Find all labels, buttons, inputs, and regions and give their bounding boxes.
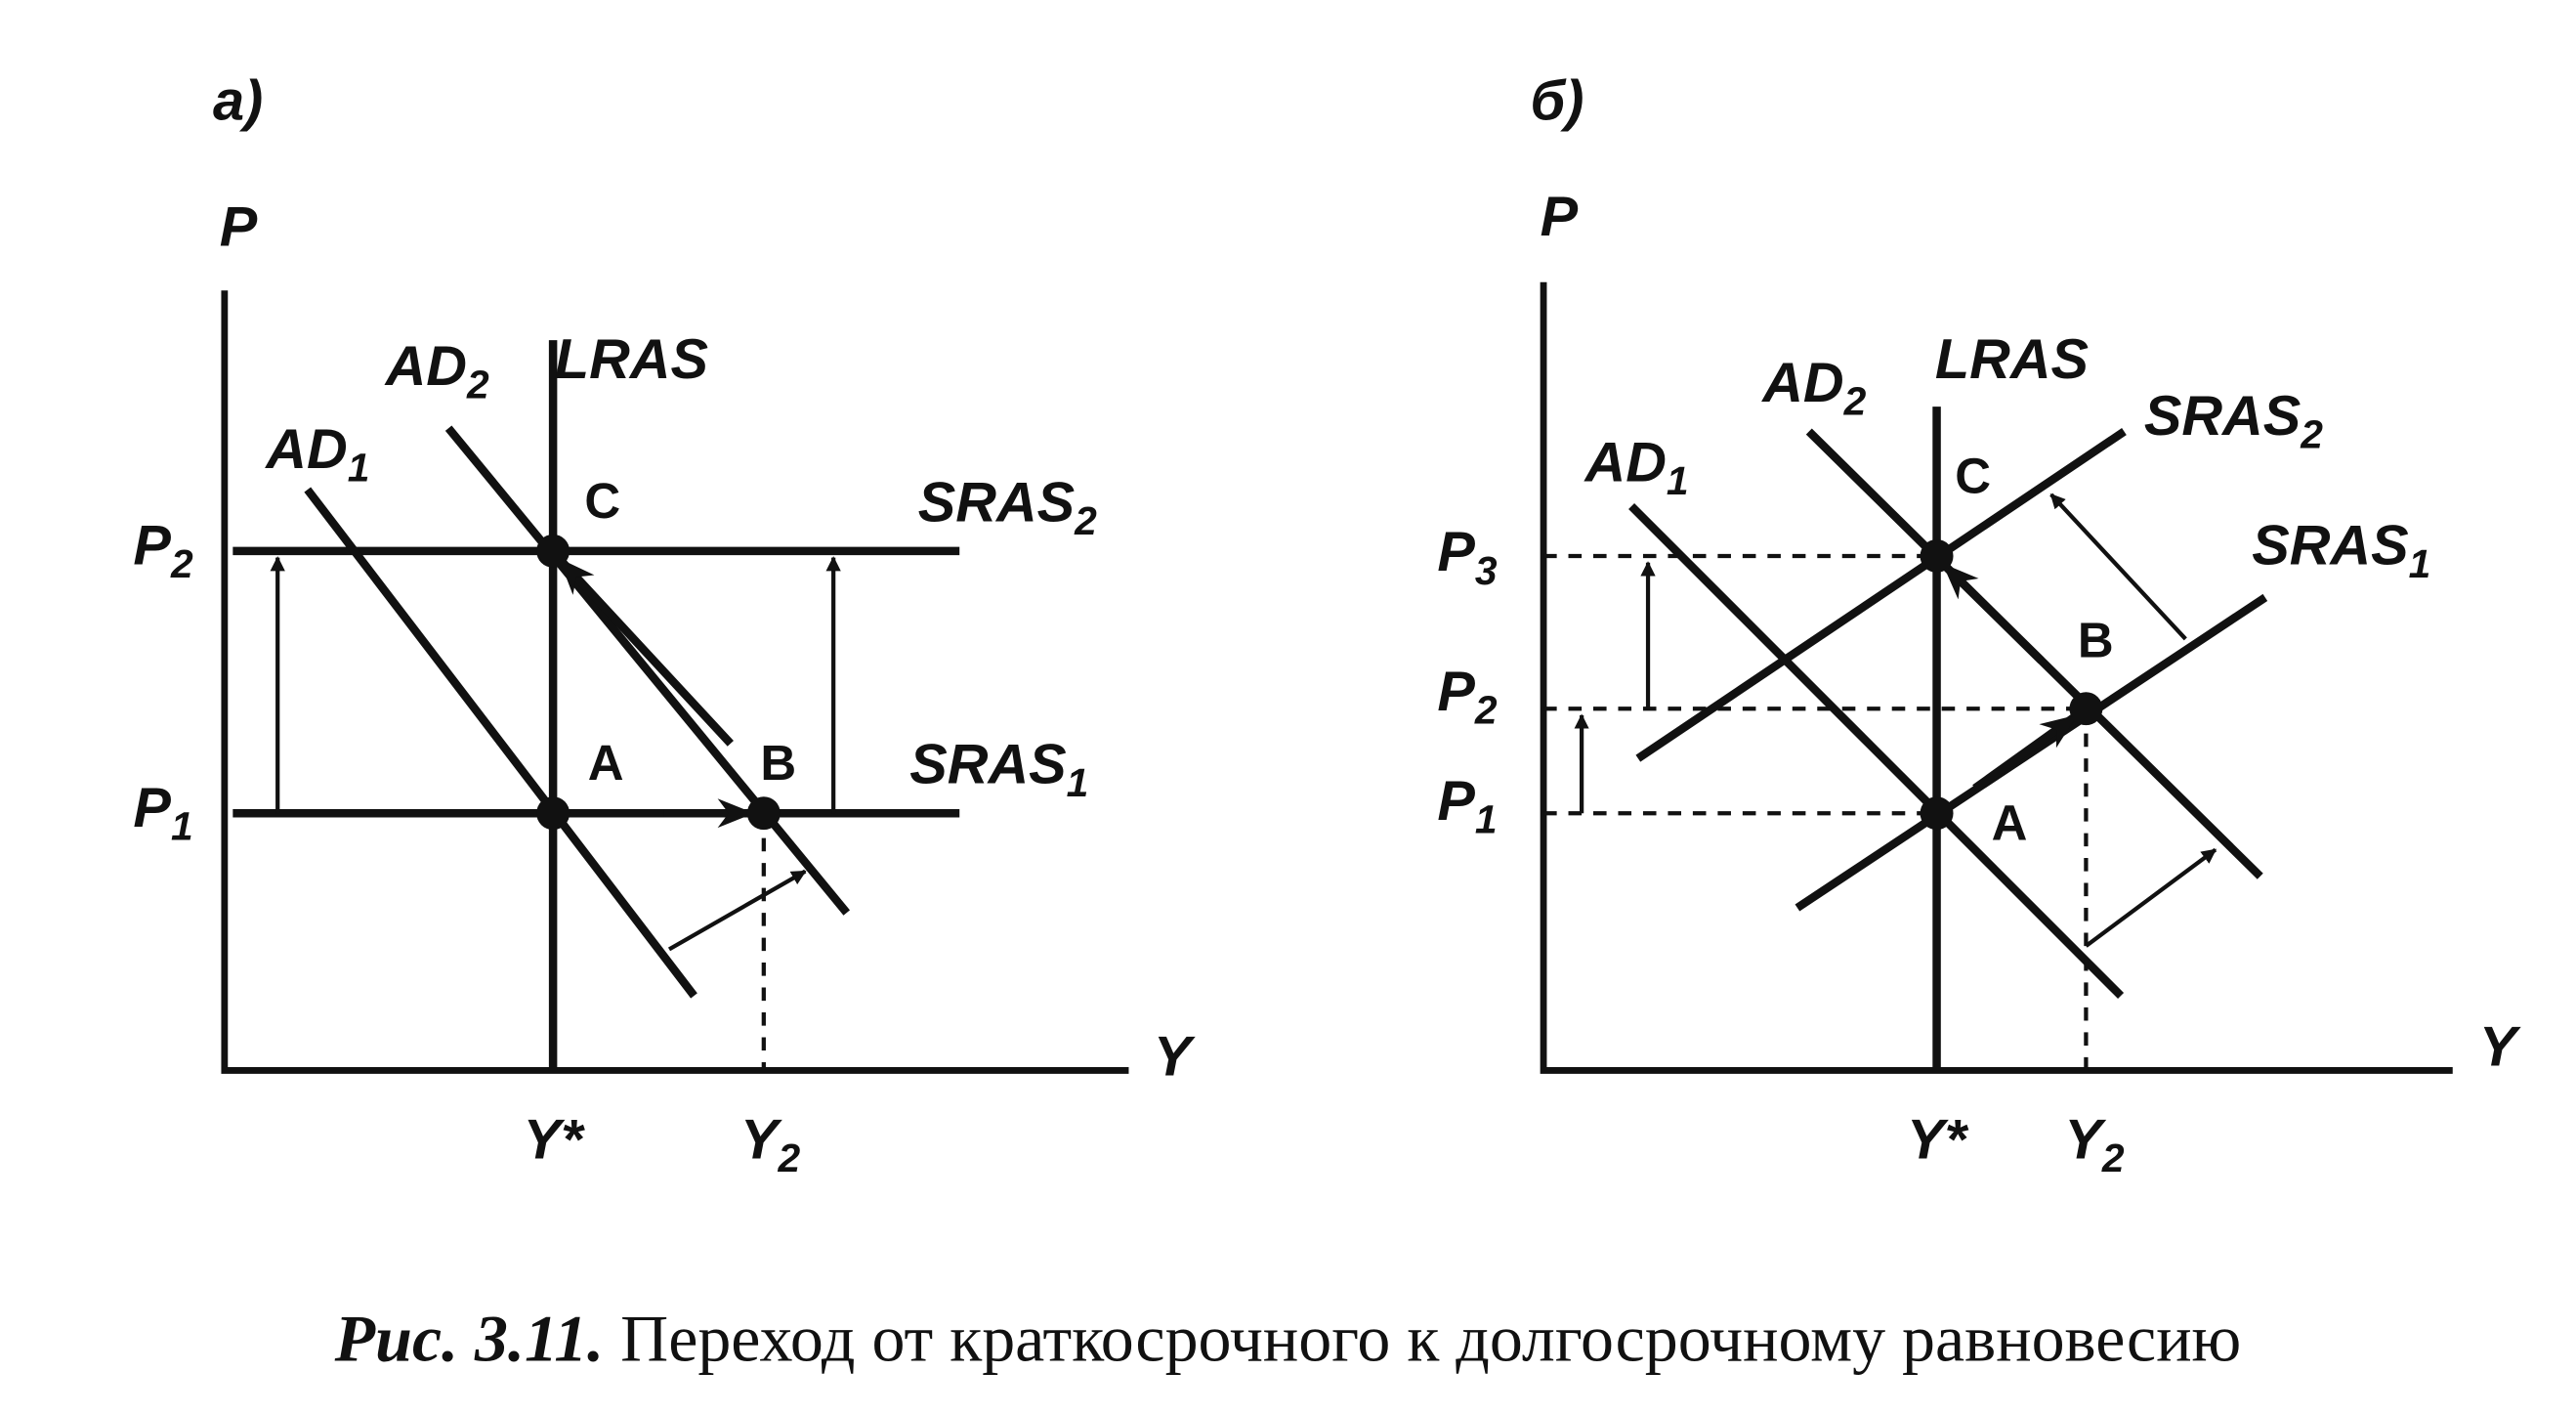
panel-label: б): [1530, 69, 1584, 132]
arrow: [1942, 563, 2045, 664]
axis-label: P: [1541, 186, 1579, 248]
caption-number: Рис. 3.11.: [334, 1302, 604, 1376]
point: [1920, 796, 1954, 831]
point-label: B: [2078, 613, 2114, 668]
curve-label: AD2: [384, 335, 489, 407]
curve-label: SRAS2: [2144, 385, 2323, 457]
point-label: C: [584, 473, 620, 529]
label-text: AD: [1584, 432, 1667, 494]
label-sub: 2: [466, 363, 489, 407]
curve-label: AD1: [1584, 432, 1689, 504]
caption: Рис. 3.11. Переход от краткосрочного к д…: [334, 1302, 2242, 1376]
label-text: Y: [2064, 1108, 2106, 1171]
label-text: AD: [384, 335, 467, 398]
label-text: SRAS: [918, 471, 1075, 534]
point-label: C: [1955, 448, 1991, 503]
label-sub: 1: [171, 803, 193, 848]
point: [536, 796, 570, 831]
axis-label: Y: [2479, 1015, 2521, 1078]
curve-label: AD1: [264, 418, 369, 491]
label-text: AD: [1760, 352, 1843, 414]
arrow: [2049, 493, 2187, 641]
label-sub: 2: [1074, 498, 1097, 543]
label-sub: 2: [1474, 687, 1498, 732]
label-text: P: [133, 514, 171, 577]
panel-label: а): [213, 69, 263, 132]
label-sub: 2: [778, 1135, 801, 1180]
curve-label: AD2: [1760, 352, 1866, 424]
curve-label: SRAS1: [909, 734, 1088, 806]
output-label: Y2: [740, 1108, 801, 1180]
ad1: [1628, 502, 2125, 1000]
label-sub: 2: [2300, 412, 2323, 457]
caption-text: Переход от краткосрочного к долгосрочном…: [620, 1302, 2241, 1376]
output-label: Y*: [1907, 1108, 1969, 1171]
label-sub: 1: [1067, 760, 1089, 805]
point: [1920, 538, 1954, 573]
label-text: SRAS: [909, 734, 1066, 796]
curve-label: LRAS: [1935, 328, 2089, 391]
axis-label: P: [220, 195, 258, 258]
price-label: P1: [1437, 770, 1497, 842]
point-label: B: [760, 735, 796, 791]
label-sub: 1: [2409, 541, 2431, 586]
label-text: P: [1437, 521, 1475, 583]
curve-label: SRAS2: [918, 471, 1097, 543]
label-sub: 1: [348, 446, 370, 491]
label-text: SRAS: [2252, 514, 2408, 577]
arrow: [667, 869, 807, 952]
label-sub: 2: [1843, 379, 1867, 424]
label-sub: 2: [170, 541, 193, 586]
label-text: P: [1437, 661, 1475, 723]
price-label: P2: [1437, 661, 1498, 733]
axes: [221, 290, 1129, 1074]
ad1: [304, 487, 697, 999]
point: [536, 534, 570, 568]
axis-label: Y: [1154, 1026, 1196, 1089]
panel-a: а) P Y LRAS AD1 AD2 SRAS2 SRAS1 C A B P2…: [133, 69, 1195, 1180]
point: [2069, 692, 2103, 726]
price-label: P1: [133, 777, 192, 849]
price-label: P2: [133, 514, 193, 586]
label-text: AD: [264, 418, 347, 481]
label-text: P: [133, 777, 171, 839]
label-sub: 1: [1475, 797, 1498, 842]
arrow: [1972, 713, 2078, 793]
arrow: [2085, 847, 2217, 948]
label-text: Y: [740, 1108, 782, 1171]
point-label: A: [588, 735, 624, 791]
price-label: P3: [1437, 521, 1498, 593]
ad2: [444, 425, 851, 916]
output-label: Y*: [524, 1108, 586, 1171]
label-sub: 3: [1475, 548, 1498, 593]
axes: [1540, 281, 2453, 1074]
label-sub: 1: [1667, 458, 1689, 503]
panel-b: б) P Y LRAS AD1 AD2 SRAS2 SRAS1 C B A P3…: [1437, 69, 2521, 1180]
curve-label: SRAS1: [2252, 514, 2430, 586]
arrow: [558, 558, 734, 747]
sras2: [1635, 428, 2127, 762]
curve-label: LRAS: [555, 328, 708, 391]
output-label: Y2: [2064, 1108, 2125, 1180]
label-text: SRAS: [2144, 385, 2301, 448]
point: [746, 796, 781, 831]
label-text: P: [1437, 770, 1475, 833]
label-sub: 2: [2101, 1135, 2125, 1180]
point-label: A: [1992, 794, 2028, 850]
